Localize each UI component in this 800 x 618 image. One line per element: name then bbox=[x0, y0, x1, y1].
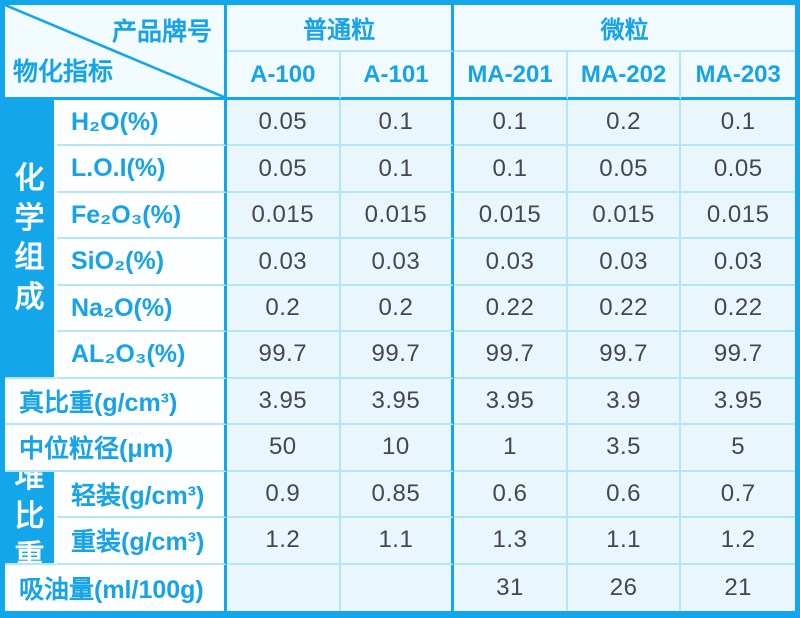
value-cell: 0.2 bbox=[340, 285, 455, 333]
col-group-ordinary-particle: 普通粒 bbox=[227, 5, 455, 52]
value-cell: 1 bbox=[454, 425, 568, 472]
value-cell: 1.2 bbox=[681, 518, 795, 565]
value-cell: 0.1 bbox=[340, 146, 455, 193]
value-cell: 1.1 bbox=[340, 518, 455, 565]
row-label-oil-absorption: 吸油量(ml/100g) bbox=[5, 564, 227, 611]
value-cell: 21 bbox=[681, 564, 795, 611]
row-label-loi: L.O.I(%) bbox=[57, 146, 227, 193]
value-cell: 0.22 bbox=[454, 285, 568, 333]
row-group-bulk-density: 堆比重 bbox=[5, 471, 57, 565]
col-header-ma201: MA-201 bbox=[454, 52, 568, 100]
col-header-a100: A-100 bbox=[227, 52, 341, 100]
value-cell: 0.015 bbox=[567, 192, 682, 240]
value-cell: 0.05 bbox=[681, 146, 795, 193]
row-label-true-specific-gravity: 真比重(g/cm³) bbox=[5, 378, 227, 426]
value-cell: 3.95 bbox=[681, 378, 795, 426]
value-cell: 0.6 bbox=[454, 471, 568, 519]
value-cell: 0.22 bbox=[567, 285, 682, 333]
row-group-chemical-composition: 化学组成 bbox=[5, 100, 57, 379]
value-cell: 0.03 bbox=[567, 239, 682, 286]
value-cell: 0.015 bbox=[454, 192, 568, 240]
row-label-sio2: SiO₂(%) bbox=[57, 239, 227, 286]
corner-label-product-grade: 产品牌号 bbox=[111, 18, 212, 46]
value-cell: 3.95 bbox=[454, 378, 568, 426]
corner-label-indicator: 物化指标 bbox=[13, 58, 114, 86]
row-label-h2o: H₂O(%) bbox=[57, 100, 227, 147]
value-cell: 1.2 bbox=[227, 518, 341, 565]
value-cell: 3.5 bbox=[567, 425, 682, 472]
row-label-al2o3: AL₂O₃(%) bbox=[57, 332, 227, 379]
row-label-median-particle-size: 中位粒径(μm) bbox=[5, 425, 227, 472]
value-cell-empty bbox=[340, 564, 455, 611]
col-header-a101: A-101 bbox=[340, 52, 455, 100]
value-cell: 0.05 bbox=[567, 146, 682, 193]
value-cell-empty bbox=[227, 564, 341, 611]
value-cell: 99.7 bbox=[227, 332, 341, 379]
value-cell: 0.05 bbox=[227, 146, 341, 193]
value-cell: 0.1 bbox=[340, 100, 455, 147]
value-cell: 0.03 bbox=[454, 239, 568, 286]
value-cell: 0.03 bbox=[227, 239, 341, 286]
value-cell: 0.1 bbox=[454, 146, 568, 193]
value-cell: 0.9 bbox=[227, 471, 341, 519]
value-cell: 0.03 bbox=[681, 239, 795, 286]
row-label-light-packing: 轻装(g/cm³) bbox=[57, 471, 227, 519]
row-group-chemical-composition-label: 化学组成 bbox=[14, 162, 45, 314]
row-group-bulk-density-label: 堆比重 bbox=[14, 471, 45, 565]
value-cell: 0.05 bbox=[227, 100, 341, 147]
value-cell: 99.7 bbox=[340, 332, 455, 379]
value-cell: 99.7 bbox=[454, 332, 568, 379]
value-cell: 0.015 bbox=[340, 192, 455, 240]
value-cell: 3.9 bbox=[567, 378, 682, 426]
value-cell: 0.2 bbox=[567, 100, 682, 147]
value-cell: 0.015 bbox=[681, 192, 795, 240]
value-cell: 50 bbox=[227, 425, 341, 472]
row-label-heavy-packing: 重装(g/cm³) bbox=[57, 518, 227, 565]
value-cell: 0.03 bbox=[340, 239, 455, 286]
value-cell: 0.015 bbox=[227, 192, 341, 240]
value-cell: 99.7 bbox=[567, 332, 682, 379]
value-cell: 31 bbox=[454, 564, 568, 611]
col-group-micro-particle: 微粒 bbox=[454, 5, 795, 52]
value-cell: 26 bbox=[567, 564, 682, 611]
value-cell: 10 bbox=[340, 425, 455, 472]
value-cell: 3.95 bbox=[227, 378, 341, 426]
value-cell: 0.2 bbox=[227, 285, 341, 333]
value-cell: 0.7 bbox=[681, 471, 795, 519]
value-cell: 5 bbox=[681, 425, 795, 472]
col-header-ma203: MA-203 bbox=[681, 52, 795, 100]
corner-header-cell: 产品牌号 物化指标 bbox=[5, 5, 227, 100]
value-cell: 0.22 bbox=[681, 285, 795, 333]
value-cell: 0.6 bbox=[567, 471, 682, 519]
value-cell: 1.3 bbox=[454, 518, 568, 565]
diagonal-divider bbox=[5, 5, 224, 97]
row-label-na2o: Na₂O(%) bbox=[57, 285, 227, 333]
col-header-ma202: MA-202 bbox=[567, 52, 682, 100]
value-cell: 1.1 bbox=[567, 518, 682, 565]
row-label-fe2o3: Fe₂O₃(%) bbox=[57, 192, 227, 240]
value-cell: 0.85 bbox=[340, 471, 455, 519]
value-cell: 3.95 bbox=[340, 378, 455, 426]
value-cell: 0.1 bbox=[681, 100, 795, 147]
value-cell: 0.1 bbox=[454, 100, 568, 147]
value-cell: 99.7 bbox=[681, 332, 795, 379]
